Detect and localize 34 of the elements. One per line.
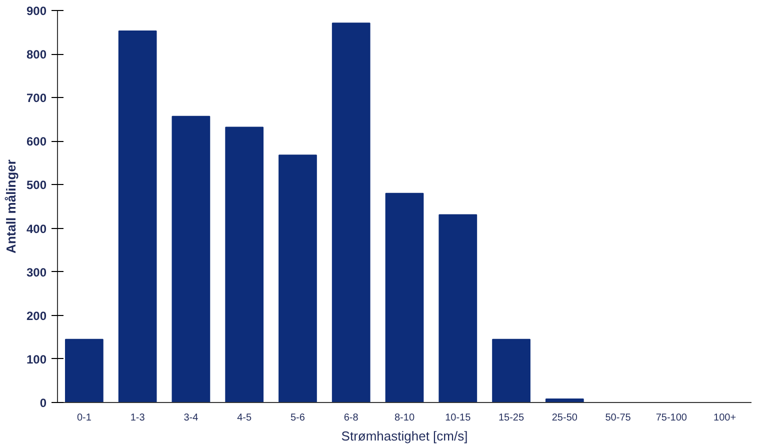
bar [225, 126, 264, 402]
y-tick-label: 200 [26, 308, 47, 323]
y-tick-label: 0 [40, 396, 47, 410]
bar [385, 192, 424, 402]
x-tick-label: 15-25 [498, 412, 524, 424]
x-tick-label: 0-1 [76, 412, 92, 424]
x-tick-label: 5-6 [290, 412, 306, 424]
x-tick-label: 75-100 [656, 412, 688, 424]
bar [172, 116, 210, 402]
y-tick-label: 300 [26, 265, 47, 280]
bar [492, 338, 530, 402]
y-tick-label: 800 [26, 48, 47, 62]
x-tick-label: 100+ [714, 412, 736, 424]
x-tick-label: 25-50 [552, 412, 578, 424]
y-tick-label: 400 [26, 222, 47, 236]
bar [278, 154, 317, 402]
x-tick-label: 3-4 [184, 412, 199, 424]
y-tick-label: 700 [26, 91, 47, 106]
y-tick-label: 600 [26, 134, 47, 149]
x-axis-title: Strømhastighet [cm/s] [341, 428, 468, 444]
bar [118, 30, 157, 402]
x-tick-label: 4-5 [237, 412, 252, 424]
bar [65, 338, 104, 402]
x-tick-label: 10-15 [445, 412, 472, 424]
bar [332, 22, 370, 402]
y-tick-label: 100 [26, 352, 47, 366]
y-axis-title: Antall målinger [3, 160, 18, 254]
y-tick-label: 900 [26, 4, 47, 18]
bar [438, 214, 478, 402]
x-tick-label: 50-75 [605, 412, 632, 424]
x-tick-label: 8-10 [394, 412, 415, 424]
y-tick-label: 500 [26, 178, 47, 192]
x-tick-label: 1-3 [130, 412, 146, 424]
x-tick-label: 6-8 [344, 412, 359, 424]
